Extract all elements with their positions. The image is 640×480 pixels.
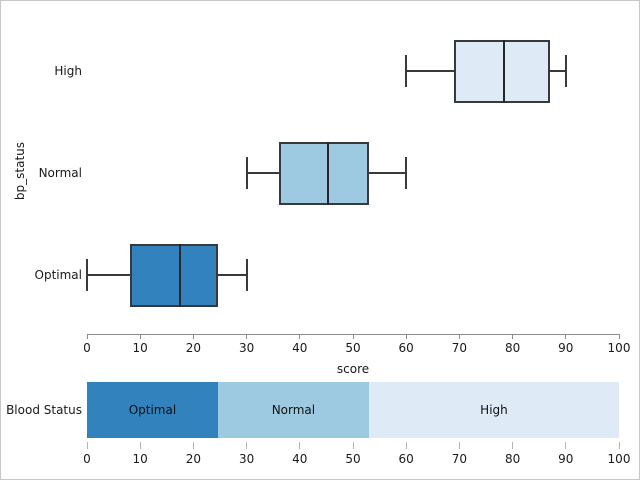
category-label-high: High — [54, 64, 82, 78]
x-axis-tick-label: 100 — [607, 341, 631, 355]
block-axis-tick-label: 70 — [451, 452, 468, 466]
block-axis-tick-label: 50 — [345, 452, 361, 466]
category-label-normal: Normal — [38, 166, 82, 180]
x-axis-tick-label: 70 — [451, 341, 468, 355]
median-line-optimal — [179, 243, 182, 307]
median-line-high — [503, 39, 506, 103]
whisker-cap-low-normal — [245, 157, 248, 189]
x-axis-tick-label: 60 — [398, 341, 414, 355]
x-axis-tick-label: 0 — [83, 341, 91, 355]
block-axis-tick-label: 10 — [132, 452, 148, 466]
x-axis-tick-label: 50 — [345, 341, 361, 355]
block-axis-tick — [618, 442, 620, 449]
x-axis-tick — [565, 334, 567, 339]
x-axis-tick — [139, 334, 141, 339]
whisker-cap-low-optimal — [86, 259, 88, 291]
x-axis-tick-label: 20 — [185, 341, 202, 355]
block-axis-tick — [299, 442, 301, 449]
x-axis-tick — [246, 334, 248, 339]
x-axis-tick-label: 40 — [292, 341, 308, 355]
whisker-cap-high-high — [564, 55, 567, 87]
block-axis-tick — [565, 442, 567, 449]
block-axis-tick-label: 60 — [398, 452, 414, 466]
whisker-high-high — [549, 70, 566, 72]
block-plot-label: Blood Status — [6, 403, 82, 417]
block-axis-tick — [139, 442, 141, 449]
x-axis-tick — [618, 334, 620, 339]
block-segment-high: High — [368, 382, 619, 438]
x-axis-tick — [512, 334, 514, 339]
x-axis-tick — [299, 334, 301, 339]
whisker-low-high — [406, 70, 455, 72]
whisker-high-optimal — [217, 274, 247, 276]
block-segment-optimal: Optimal — [87, 382, 218, 438]
block-axis-tick — [352, 442, 354, 449]
x-axis-tick-label: 10 — [132, 341, 148, 355]
x-axis-tick — [405, 334, 407, 339]
block-axis-tick — [192, 442, 194, 449]
block-axis-tick-label: 40 — [292, 452, 308, 466]
whisker-cap-high-normal — [405, 157, 408, 189]
x-axis-tick-label: 90 — [558, 341, 574, 355]
whisker-low-normal — [246, 172, 279, 174]
x-axis-tick-label: 80 — [504, 341, 521, 355]
whisker-cap-high-optimal — [245, 259, 248, 291]
block-axis-tick-label: 100 — [607, 452, 631, 466]
box-high — [454, 39, 550, 103]
box-optimal — [129, 243, 218, 307]
block-axis-tick-label: 0 — [83, 452, 91, 466]
block-axis-tick-label: 80 — [504, 452, 521, 466]
block-axis-tick — [405, 442, 407, 449]
block-axis-tick-label: 90 — [558, 452, 574, 466]
whisker-cap-low-high — [405, 55, 408, 87]
x-axis-tick-label: 30 — [238, 341, 255, 355]
x-axis-title: score — [336, 362, 370, 376]
block-segment-normal: Normal — [217, 382, 369, 438]
whisker-low-optimal — [87, 274, 130, 276]
block-axis-tick-label: 30 — [238, 452, 255, 466]
x-axis-tick — [458, 334, 460, 339]
category-label-optimal: Optimal — [34, 268, 82, 282]
x-axis-tick — [192, 334, 194, 339]
whisker-high-normal — [368, 172, 407, 174]
median-line-normal — [326, 141, 329, 205]
block-axis-tick — [246, 442, 248, 449]
x-axis-tick — [352, 334, 354, 339]
block-axis-tick — [86, 442, 88, 449]
x-axis-tick — [86, 334, 88, 339]
block-axis-tick-label: 20 — [185, 452, 202, 466]
box-normal — [278, 141, 369, 205]
block-axis-tick — [512, 442, 514, 449]
block-axis-tick — [458, 442, 460, 449]
